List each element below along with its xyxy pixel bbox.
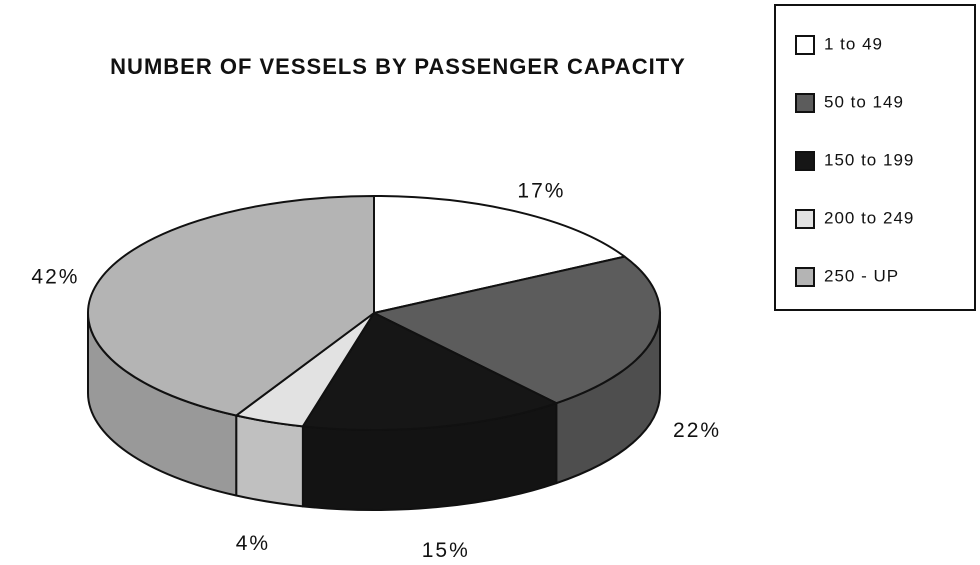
legend-label: 50 to 149 — [824, 92, 904, 111]
slice-side — [235, 414, 304, 508]
legend-label: 250 - UP — [824, 266, 899, 285]
legend-swatch — [795, 267, 815, 287]
slice-top — [373, 195, 626, 314]
data-label: 15% — [422, 539, 470, 562]
legend-swatch — [795, 93, 815, 113]
data-label: 4% — [236, 532, 270, 555]
slice-top — [87, 195, 375, 417]
slice-top — [301, 312, 558, 431]
slice-top — [373, 255, 661, 405]
data-label: 17% — [517, 180, 565, 203]
legend-swatch — [795, 151, 815, 171]
legend-label: 200 to 249 — [824, 208, 914, 227]
legend-label: 1 to 49 — [824, 34, 883, 53]
chart-title: NUMBER OF VESSELS BY PASSENGER CAPACITY — [110, 54, 686, 79]
legend-label: 150 to 199 — [824, 150, 914, 169]
legend-swatch — [795, 209, 815, 229]
data-label: 22% — [673, 419, 721, 442]
legend-swatch — [795, 35, 815, 55]
slice — [373, 195, 626, 314]
data-label: 42% — [31, 266, 79, 289]
slice — [301, 312, 558, 511]
slice — [87, 195, 375, 497]
